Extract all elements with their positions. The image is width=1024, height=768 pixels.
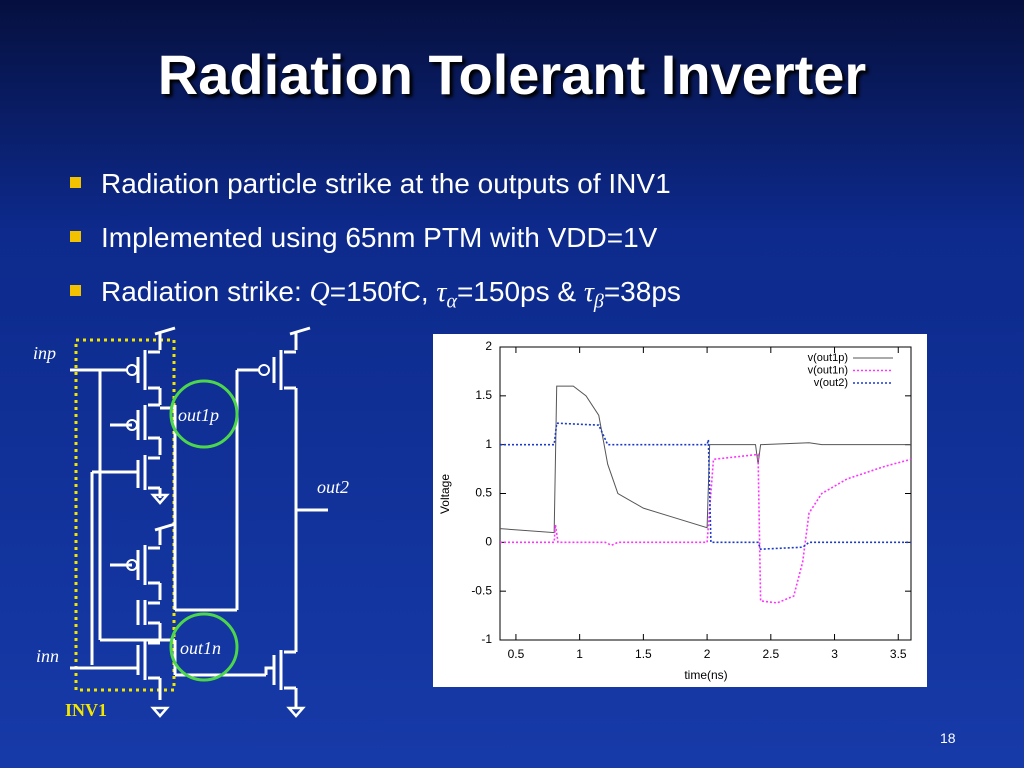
y-tick-label: 1.5 bbox=[475, 388, 492, 402]
legend-label: v(out1n) bbox=[808, 364, 848, 376]
bullet-text: Implemented using 65nm PTM with VDD=1V bbox=[101, 222, 658, 253]
y-axis-label: Voltage bbox=[438, 474, 452, 514]
chart: time(ns) Voltage -1 -0.5 0 0.5 1 1.5 2 0.5 1 1.5 2… bbox=[433, 334, 927, 687]
series-line bbox=[500, 453, 912, 604]
x-tick-label: 2 bbox=[704, 647, 711, 661]
wire bbox=[160, 370, 239, 612]
bullet-text: =150fC, bbox=[329, 276, 437, 307]
label: out1n bbox=[180, 638, 221, 658]
page-number: 18 bbox=[940, 730, 956, 746]
legend-label: v(out2) bbox=[814, 377, 848, 389]
series-line bbox=[499, 385, 911, 534]
bullet-text: Radiation particle strike at the outputs… bbox=[101, 168, 671, 199]
bubble bbox=[126, 364, 138, 376]
bullet: Implemented using 65nm PTM with VDD=1V bbox=[70, 222, 657, 254]
y-tick-label: -1 bbox=[481, 632, 492, 646]
y-tick-label: -0.5 bbox=[471, 583, 492, 597]
bullet-text: =38ps bbox=[603, 276, 681, 307]
transistor bbox=[70, 522, 176, 700]
x-tick-label: 3 bbox=[831, 647, 838, 661]
pmos bbox=[136, 326, 176, 405]
wire bbox=[70, 368, 127, 640]
y-tick-label: 0.5 bbox=[475, 486, 492, 500]
x-tick-label: 1.5 bbox=[635, 647, 652, 661]
label: inn bbox=[36, 646, 59, 666]
label: out2 bbox=[317, 477, 349, 497]
bubble bbox=[126, 559, 138, 571]
chart-background bbox=[433, 334, 927, 687]
symbol: Q bbox=[309, 277, 330, 308]
x-tick-label: 2.5 bbox=[762, 647, 779, 661]
bullet: Radiation strike: Q=150fC, τα=150ps & τβ… bbox=[70, 276, 681, 314]
y-tick-label: 2 bbox=[485, 339, 492, 353]
transistor bbox=[90, 400, 162, 665]
label: INV1 bbox=[65, 700, 107, 720]
x-axis-label: time(ns) bbox=[684, 668, 727, 682]
x-tick-label: 3.5 bbox=[890, 647, 907, 661]
bullet: Radiation particle strike at the outputs… bbox=[70, 168, 671, 200]
x-tick-label: 1 bbox=[576, 647, 583, 661]
slide-title: Radiation Tolerant Inverter bbox=[157, 43, 867, 106]
subscript: β bbox=[593, 290, 604, 313]
x-tick-label: 0.5 bbox=[508, 647, 525, 661]
circuit: inp inn out1p out1n out2 INV1 bbox=[33, 326, 349, 720]
legend-label: v(out1p) bbox=[808, 352, 848, 364]
bullet-text: Radiation strike: bbox=[101, 276, 310, 307]
bubble bbox=[258, 364, 270, 376]
y-tick-label: 0 bbox=[485, 535, 492, 549]
bullet-text: =150ps & bbox=[456, 276, 584, 307]
bubble bbox=[126, 419, 138, 431]
label: out1p bbox=[178, 405, 219, 425]
highlight bbox=[169, 612, 239, 682]
symbol: τ bbox=[583, 277, 594, 308]
highlight bbox=[169, 379, 239, 449]
inverter2 bbox=[237, 326, 328, 708]
subscript: α bbox=[446, 290, 457, 313]
symbol: τ bbox=[436, 277, 447, 308]
y-tick-label: 1 bbox=[485, 437, 492, 451]
label: inp bbox=[33, 343, 56, 363]
